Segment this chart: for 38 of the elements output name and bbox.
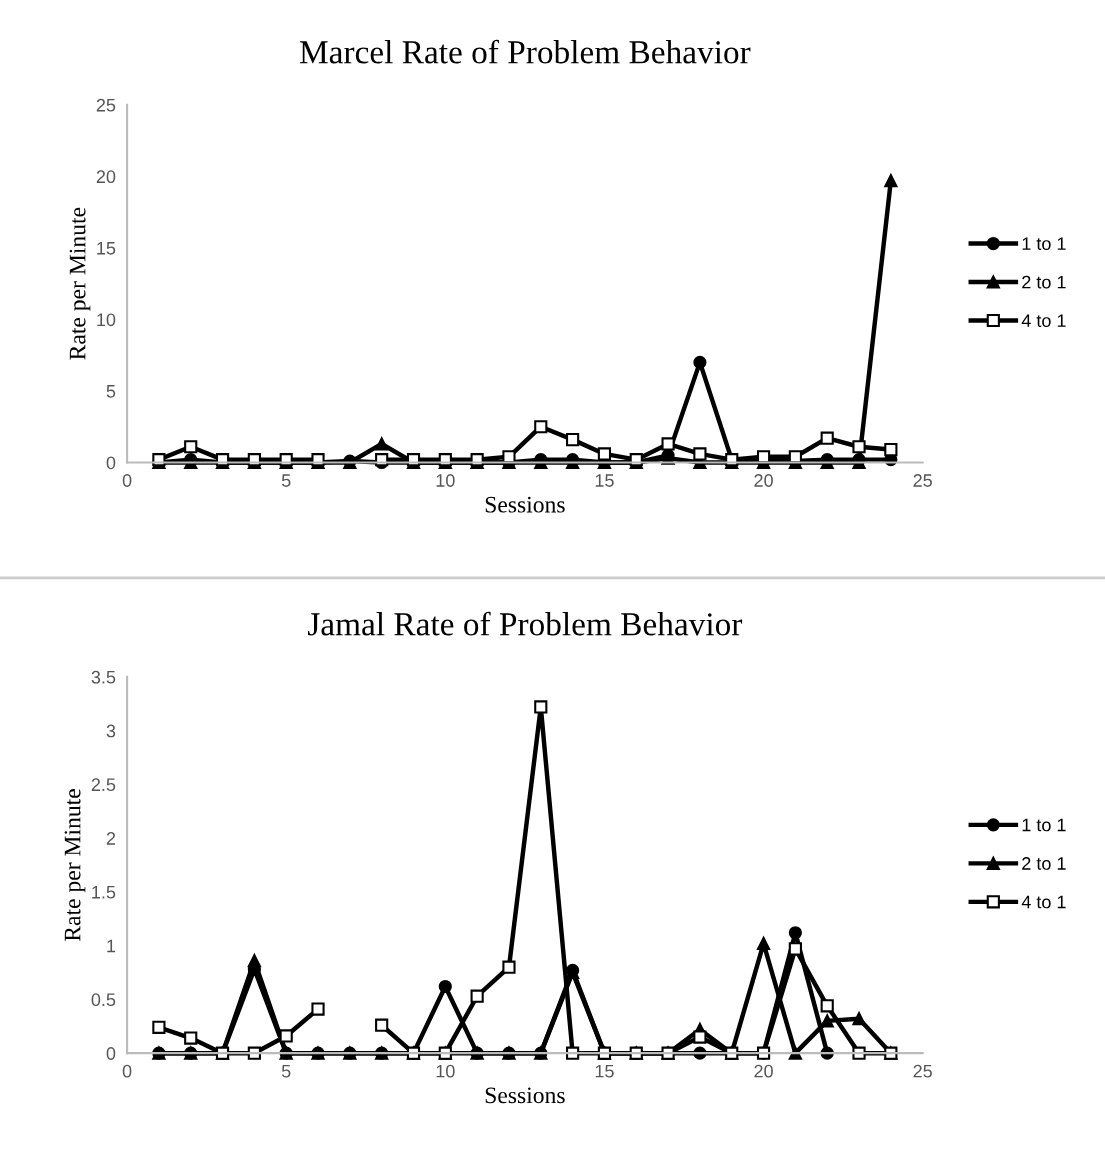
y-axis-title: Rate per Minute — [64, 789, 86, 942]
x-axis-title: Sessions — [485, 496, 565, 513]
legend-label: 1 to 1 — [1022, 237, 1066, 251]
x-tick-label: 20 — [754, 474, 773, 487]
x-tick-label: 0 — [122, 1064, 132, 1078]
y-tick-label: 3.5 — [91, 670, 116, 684]
legend-label: 4 to 1 — [1021, 314, 1066, 328]
x-tick-label: 10 — [436, 1064, 455, 1078]
y-axis-title: Rate per Minute — [69, 207, 91, 360]
y-tick-label: 2 — [106, 832, 116, 845]
x-tick-label: 10 — [436, 474, 455, 487]
y-tick-label: 15 — [97, 242, 116, 255]
y-tick-label: 0 — [106, 456, 116, 470]
y-tick-label: 25 — [96, 98, 116, 112]
chart-title: Jamal Rate of Problem Behavior — [308, 611, 743, 636]
x-tick-label: 25 — [913, 474, 932, 487]
y-tick-label: 10 — [97, 313, 116, 327]
chart-title: Marcel Rate of Problem Behavior — [299, 39, 751, 64]
y-tick-label: 3 — [106, 724, 116, 738]
legend-label: 2 to 1 — [1022, 857, 1066, 870]
x-axis-title: Sessions — [485, 1087, 565, 1104]
legend-label: 1 to 1 — [1022, 818, 1066, 832]
legend-label: 2 to 1 — [1022, 275, 1066, 289]
x-tick-label: 15 — [595, 474, 614, 487]
y-tick-label: 0.5 — [91, 993, 116, 1007]
y-tick-label: 2.5 — [91, 778, 116, 792]
y-tick-label: 5 — [106, 385, 116, 398]
y-tick-label: 0 — [106, 1047, 116, 1060]
x-tick-label: 5 — [281, 1064, 291, 1078]
y-tick-label: 1 — [107, 939, 116, 953]
x-tick-label: 5 — [281, 474, 291, 487]
x-tick-label: 20 — [754, 1064, 773, 1078]
y-tick-label: 1.5 — [92, 886, 116, 899]
x-tick-label: 0 — [122, 474, 132, 487]
x-tick-label: 15 — [595, 1064, 614, 1078]
x-tick-label: 25 — [913, 1064, 932, 1078]
y-tick-label: 20 — [96, 170, 116, 184]
legend-label: 4 to 1 — [1021, 895, 1066, 909]
